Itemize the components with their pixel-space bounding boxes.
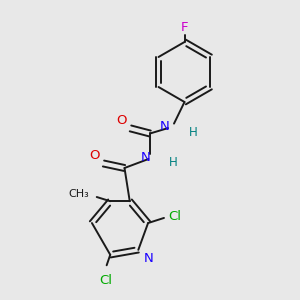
Text: Cl: Cl bbox=[169, 210, 182, 223]
Text: CH₃: CH₃ bbox=[68, 189, 89, 199]
Text: F: F bbox=[181, 21, 188, 34]
Text: N: N bbox=[140, 151, 150, 164]
Text: H: H bbox=[189, 125, 198, 139]
Text: N: N bbox=[144, 252, 154, 265]
Text: Cl: Cl bbox=[99, 274, 112, 287]
Text: O: O bbox=[89, 149, 100, 162]
Text: O: O bbox=[116, 114, 127, 127]
Text: H: H bbox=[169, 156, 177, 170]
Text: N: N bbox=[160, 120, 170, 133]
